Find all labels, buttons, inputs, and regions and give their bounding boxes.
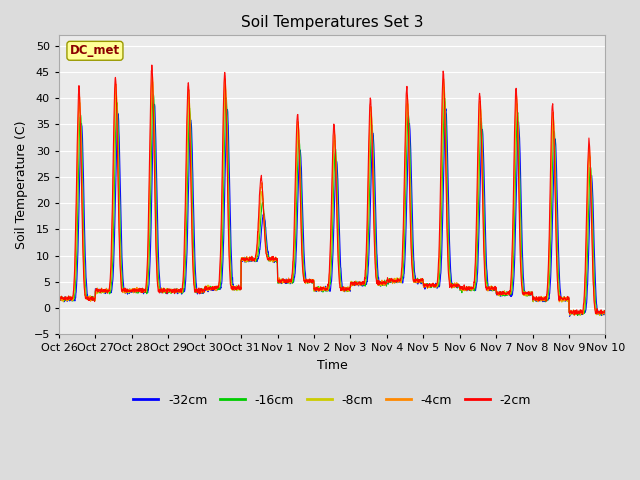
X-axis label: Time: Time [317, 359, 348, 372]
Y-axis label: Soil Temperature (C): Soil Temperature (C) [15, 120, 28, 249]
Legend: -32cm, -16cm, -8cm, -4cm, -2cm: -32cm, -16cm, -8cm, -4cm, -2cm [128, 389, 536, 411]
Title: Soil Temperatures Set 3: Soil Temperatures Set 3 [241, 15, 424, 30]
Text: DC_met: DC_met [70, 44, 120, 57]
